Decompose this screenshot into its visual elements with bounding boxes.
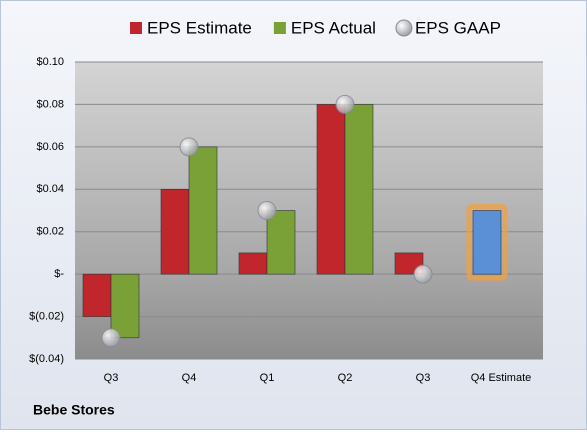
bar: [160, 188, 190, 275]
bar: [344, 104, 374, 275]
y-tick-label: $0.04: [36, 183, 64, 195]
y-tick-label: $(0.02): [29, 310, 64, 322]
bar: [188, 146, 218, 275]
x-tick-label: Q3: [416, 372, 431, 384]
bar: [82, 273, 112, 317]
y-tick-label: $-: [54, 268, 64, 280]
highlight-glow: [466, 204, 508, 281]
legend-label: EPS Estimate: [147, 18, 252, 37]
legend-label: EPS GAAP: [415, 18, 501, 37]
legend-label: EPS Actual: [291, 18, 376, 37]
x-tick-label: Q4 Estimate: [471, 372, 532, 384]
legend-swatch: [273, 22, 286, 34]
chart-title: Bebe Stores: [33, 402, 115, 418]
x-tick-label: Q1: [260, 372, 275, 384]
legend-swatch: [395, 19, 413, 37]
x-tick-label: Q4: [182, 372, 197, 384]
y-tick-label: $0.06: [36, 141, 64, 153]
bar: [238, 252, 268, 275]
x-tick-label: Q2: [338, 372, 353, 384]
gaap-marker: [335, 94, 355, 114]
bar: [110, 273, 140, 339]
bar: [472, 210, 502, 275]
gaap-marker: [101, 328, 121, 348]
bar: [316, 104, 346, 275]
y-tick-label: $0.02: [36, 226, 64, 238]
y-tick-label: $(0.04): [29, 353, 64, 365]
x-tick-label: Q3: [104, 372, 119, 384]
y-tick-label: $0.08: [36, 98, 64, 110]
gaap-marker: [257, 201, 277, 220]
bar: [266, 210, 296, 275]
gaap-marker: [413, 264, 433, 284]
gaap-marker: [179, 137, 199, 157]
y-tick-label: $0.10: [36, 56, 64, 68]
legend-swatch: [130, 22, 142, 34]
plot-area: [75, 62, 543, 359]
